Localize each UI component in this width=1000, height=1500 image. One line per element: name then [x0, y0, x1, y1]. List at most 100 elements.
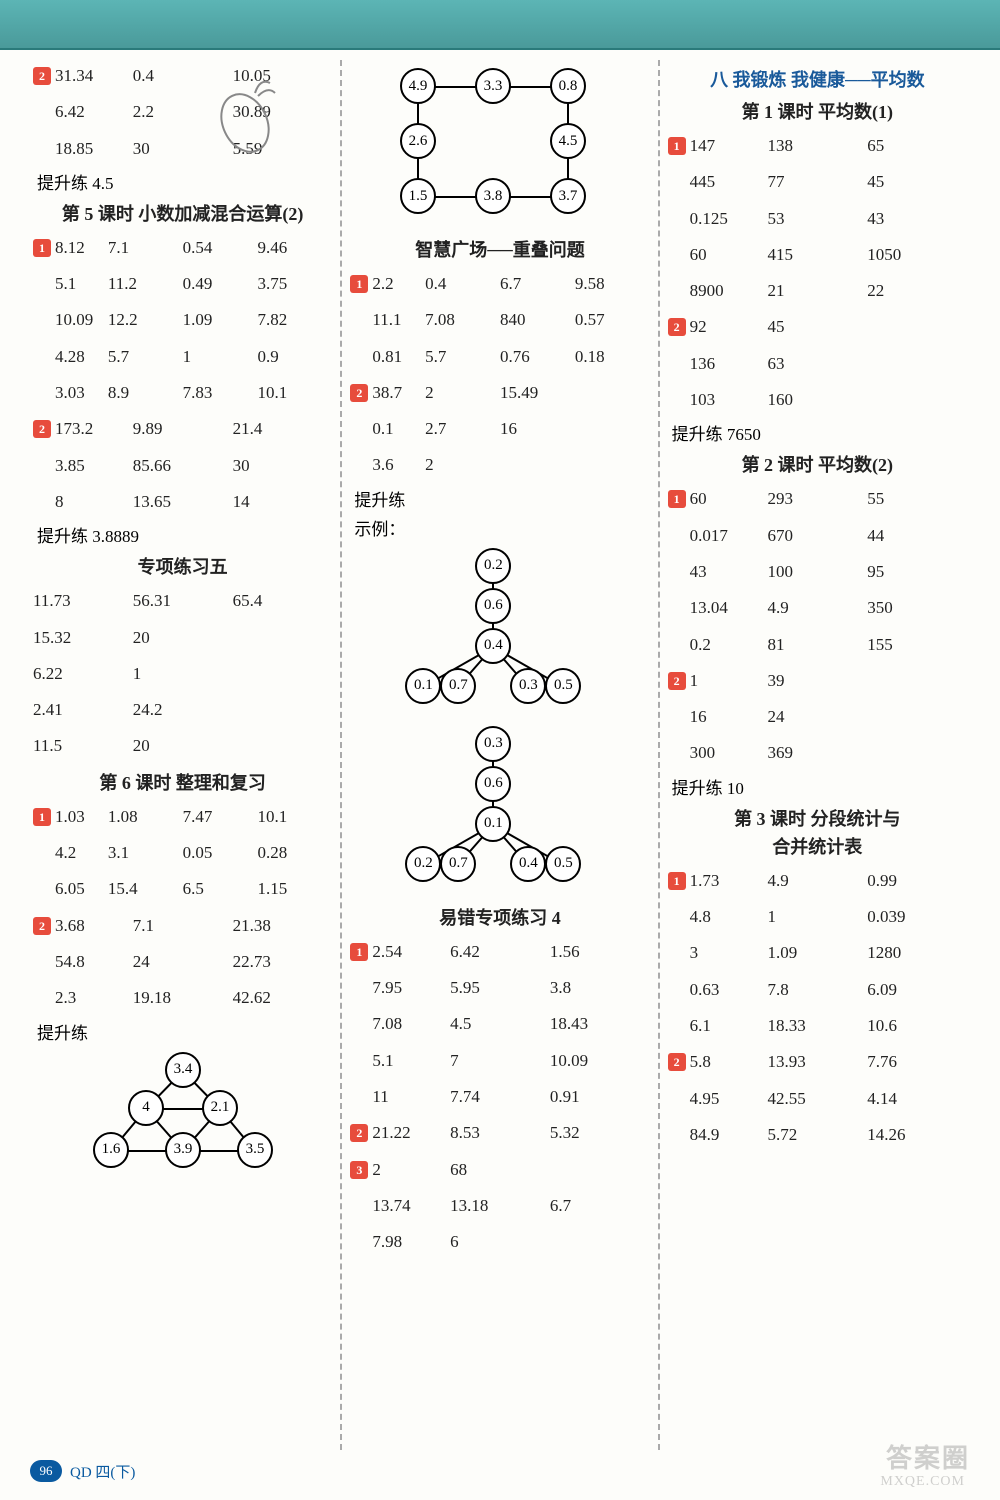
data-row: 84.95.7214.26 — [668, 1119, 967, 1151]
data-cell: 6.42 — [450, 936, 550, 968]
data-row: 1624 — [668, 701, 967, 733]
unit-title: 八 我锻炼 我健康──平均数 — [668, 66, 967, 92]
diagram-node: 3.9 — [165, 1132, 201, 1168]
data-cell: 65.4 — [233, 585, 333, 617]
data-cell: 350 — [867, 592, 967, 624]
diagram-node: 1.6 — [93, 1132, 129, 1168]
diagram-node: 3.5 — [237, 1132, 273, 1168]
item-marker: 2 — [33, 917, 51, 935]
data-row: 6.118.3310.6 — [668, 1010, 967, 1042]
data-cell: 8.53 — [450, 1117, 550, 1149]
data-cell: 6.42 — [33, 96, 133, 128]
data-cell: 11.73 — [33, 585, 133, 617]
data-cell: 155 — [867, 629, 967, 661]
data-row: 89002122 — [668, 275, 967, 307]
data-cell: 1050 — [867, 239, 967, 271]
data-cell — [500, 449, 575, 481]
data-row: 3268 — [350, 1154, 649, 1186]
diagram-node: 0.5 — [545, 846, 581, 882]
data-cell: 8900 — [668, 275, 768, 307]
diagram-node: 0.2 — [405, 846, 441, 882]
data-cell — [550, 1226, 650, 1258]
data-row: 6.0515.46.51.15 — [33, 873, 332, 905]
data-cell: 8 — [33, 486, 133, 518]
data-cell: 20 — [133, 622, 233, 654]
data-cell: 12.2 — [108, 304, 183, 336]
data-cell: 10.09 — [550, 1045, 650, 1077]
diagram-node: 0.7 — [440, 846, 476, 882]
data-cell: 6.7 — [500, 268, 575, 300]
data-cell: 10.6 — [867, 1010, 967, 1042]
data-row: 13.7413.186.7 — [350, 1190, 649, 1222]
data-cell: 6.05 — [33, 873, 108, 905]
data-cell: 0.9 — [257, 341, 332, 373]
data-cell: 13.74 — [350, 1190, 450, 1222]
data-cell: 6.1 — [668, 1010, 768, 1042]
data-row: 4.23.10.050.28 — [33, 837, 332, 869]
data-row: 10.0912.21.097.82 — [33, 304, 332, 336]
data-row: 114713865 — [668, 130, 967, 162]
data-cell: 0.2 — [668, 629, 768, 661]
data-row: 7.084.518.43 — [350, 1008, 649, 1040]
column-1: 231.340.410.056.422.230.8918.85305.59 提升… — [25, 60, 340, 1450]
diagram-node: 0.3 — [510, 668, 546, 704]
data-cell: 85.66 — [133, 450, 233, 482]
data-cell: 1.56 — [550, 936, 650, 968]
data-cell: 4.28 — [33, 341, 108, 373]
data-cell: 15.4 — [108, 873, 183, 905]
data-cell: 3.03 — [33, 377, 108, 409]
data-cell — [575, 413, 650, 445]
page-footer: 96 QD 四(下) — [30, 1460, 135, 1482]
data-cell: 293 — [767, 483, 867, 515]
data-row: 0.637.86.09 — [668, 974, 967, 1006]
data-row: 604151050 — [668, 239, 967, 271]
data-cell: 16 — [668, 701, 768, 733]
data-cell: 43 — [867, 203, 967, 235]
data-row: 2.319.1842.62 — [33, 982, 332, 1014]
data-cell: 23.68 — [33, 910, 133, 942]
data-cell: 103 — [668, 384, 768, 416]
data-cell: 2.41 — [33, 694, 133, 726]
data-cell: 4.95 — [668, 1083, 768, 1115]
diagram-node: 0.1 — [475, 806, 511, 842]
diagram-node: 4.5 — [550, 123, 586, 159]
data-cell: 1280 — [867, 937, 967, 969]
diagram-node: 0.7 — [440, 668, 476, 704]
data-cell — [233, 730, 333, 762]
data-cell — [867, 384, 967, 416]
data-cell: 7.1 — [133, 910, 233, 942]
data-cell: 54.8 — [33, 946, 133, 978]
diagram-node: 3.4 — [165, 1052, 201, 1088]
data-cell: 136 — [668, 348, 768, 380]
data-cell: 4.9 — [767, 592, 867, 624]
data-cell: 4.5 — [450, 1008, 550, 1040]
data-cell: 0.63 — [668, 974, 768, 1006]
data-cell: 0.017 — [668, 520, 768, 552]
data-cell: 7.76 — [867, 1046, 967, 1078]
data-cell: 2 — [425, 377, 500, 409]
data-cell: 11.5 — [33, 730, 133, 762]
diagram-node: 0.2 — [475, 548, 511, 584]
data-cell: 20 — [133, 730, 233, 762]
data-cell: 56.31 — [133, 585, 233, 617]
data-cell: 238.7 — [350, 377, 425, 409]
data-row: 3.62 — [350, 449, 649, 481]
data-cell — [575, 377, 650, 409]
data-cell: 9.46 — [257, 232, 332, 264]
data-row: 5.1710.09 — [350, 1045, 649, 1077]
data-cell: 15.49 — [500, 377, 575, 409]
data-cell: 2173.2 — [33, 413, 133, 445]
diagram-node: 0.4 — [475, 628, 511, 664]
data-cell: 1.15 — [257, 873, 332, 905]
data-cell: 3.75 — [257, 268, 332, 300]
data-cell: 6.7 — [550, 1190, 650, 1222]
data-cell: 9.58 — [575, 268, 650, 300]
data-row: 54.82422.73 — [33, 946, 332, 978]
item-marker: 1 — [668, 872, 686, 890]
data-cell — [867, 737, 967, 769]
data-row: 11.734.90.99 — [668, 865, 967, 897]
column-2: 4.93.30.82.64.51.53.83.7 智慧广场──重叠问题 12.2… — [342, 60, 657, 1450]
data-cell: 0.91 — [550, 1081, 650, 1113]
data-cell: 55 — [867, 483, 967, 515]
data-cell: 30 — [233, 450, 333, 482]
